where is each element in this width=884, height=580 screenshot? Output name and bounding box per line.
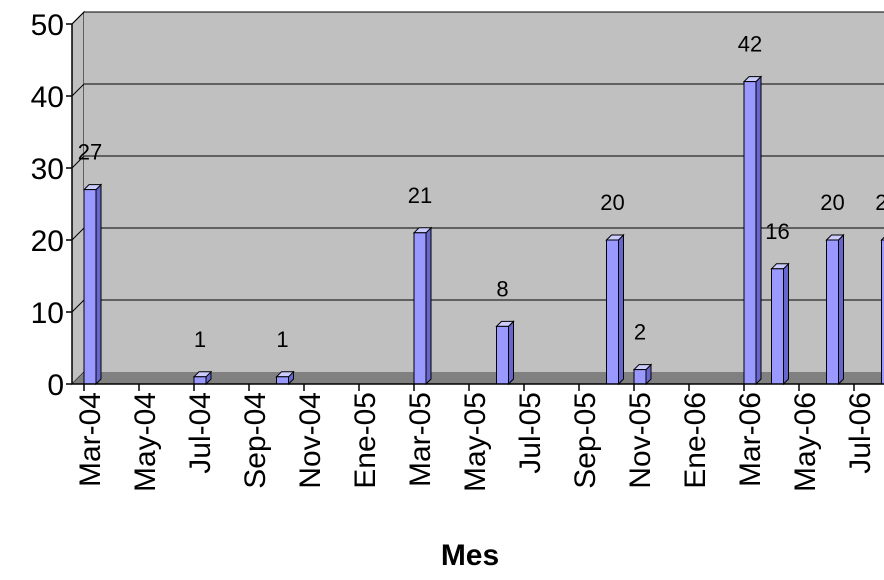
bar-front xyxy=(633,369,647,385)
x-tick-label: Nov-05 xyxy=(624,392,657,489)
x-tick-label: May-04 xyxy=(129,392,162,492)
y-tick-label: 10 xyxy=(31,297,64,330)
x-axis: Mar-04 May-04 Jul-04 Sep-04 Nov-04 Ene-05 Mar-… xyxy=(72,383,884,492)
bar-side xyxy=(618,233,624,386)
data-label: 20 xyxy=(875,190,884,215)
bar-front xyxy=(413,232,427,385)
data-label: 16 xyxy=(765,219,789,244)
bar-front xyxy=(743,81,757,385)
bar xyxy=(82,183,103,386)
gridline xyxy=(71,83,884,97)
y-axis: 0 10 20 30 40 50 xyxy=(31,9,73,402)
bar-front xyxy=(83,189,97,385)
data-label: 8 xyxy=(496,276,508,301)
bar-side xyxy=(783,262,789,386)
bar xyxy=(192,370,213,386)
data-label: 1 xyxy=(276,327,288,352)
x-tick-label: Ene-05 xyxy=(349,392,382,489)
x-tick-label: Jul-04 xyxy=(184,392,217,474)
data-label: 1 xyxy=(194,327,206,352)
x-tick-label: May-05 xyxy=(459,392,492,492)
gridline xyxy=(71,155,884,169)
side-wall xyxy=(71,10,85,386)
bar xyxy=(632,363,653,386)
bar-top xyxy=(880,236,884,241)
bar-front xyxy=(193,376,207,385)
x-tick-label: May-06 xyxy=(789,392,822,492)
bar xyxy=(770,262,790,386)
x-tick-label: Ene-06 xyxy=(679,392,712,489)
x-tick-label: Sep-05 xyxy=(569,392,602,489)
bar xyxy=(825,233,845,386)
bars xyxy=(82,75,884,386)
floor xyxy=(72,372,884,384)
y-tick-label: 30 xyxy=(31,153,64,186)
data-label: 2 xyxy=(634,320,646,345)
y-tick-label: 0 xyxy=(47,369,64,402)
bar-side xyxy=(755,75,762,386)
data-label: 20 xyxy=(820,190,844,215)
bar-front xyxy=(826,239,839,385)
x-axis-title: Mes xyxy=(441,539,499,572)
y-tick-label: 50 xyxy=(31,9,64,42)
bar-front xyxy=(771,268,784,385)
bar xyxy=(495,320,515,386)
bar xyxy=(605,233,625,386)
bar xyxy=(275,370,295,386)
bar xyxy=(742,75,763,386)
data-label: 27 xyxy=(78,140,102,165)
data-label: 21 xyxy=(408,183,432,208)
y-tick-label: 20 xyxy=(31,225,64,258)
bar-front xyxy=(496,325,509,385)
bar-front xyxy=(276,376,289,385)
bar-side xyxy=(425,226,432,386)
bar-side xyxy=(838,233,844,386)
bar xyxy=(412,226,433,386)
bar-side xyxy=(508,320,514,386)
x-tick-label: Mar-05 xyxy=(404,392,437,487)
bar-front xyxy=(606,239,619,385)
bar xyxy=(880,236,884,385)
x-tick-label: Nov-04 xyxy=(294,392,327,489)
x-tick-label: Sep-04 xyxy=(239,392,272,489)
data-label: 20 xyxy=(600,190,624,215)
data-labels: 27 1 1 21 8 20 2 42 16 20 20 xyxy=(78,32,884,352)
x-tick-label: Jul-06 xyxy=(844,392,877,474)
back-wall xyxy=(84,12,884,372)
gridline xyxy=(71,11,884,25)
data-label: 42 xyxy=(738,32,762,57)
bar-front xyxy=(881,239,884,385)
x-tick-label: Mar-04 xyxy=(74,392,107,487)
bar-side xyxy=(95,183,102,386)
x-tick-label: Mar-06 xyxy=(734,392,767,487)
x-tick-label: Jul-05 xyxy=(514,392,547,474)
y-tick-label: 40 xyxy=(31,81,64,114)
